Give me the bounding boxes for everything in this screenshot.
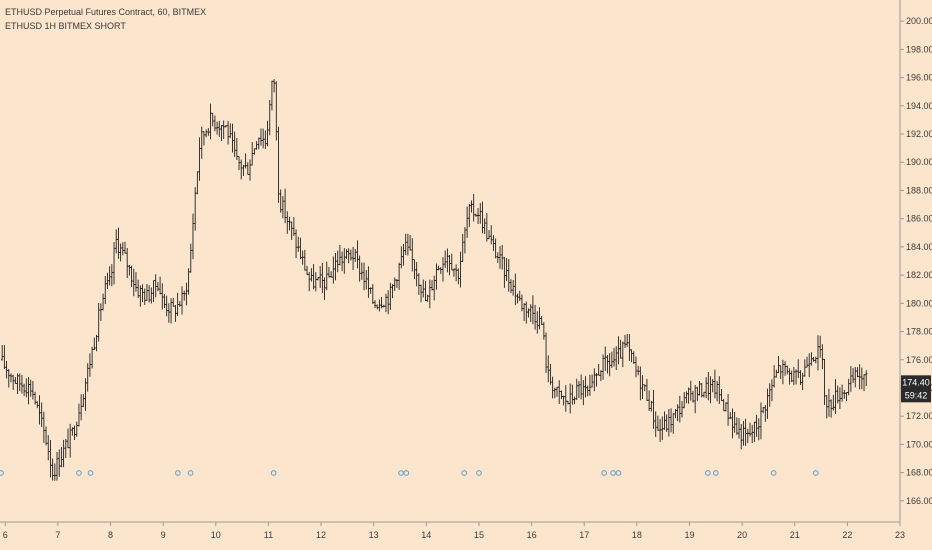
price-tick-label: 200.00 [906, 16, 932, 26]
price-tick-label: 192.00 [906, 129, 932, 139]
last-price-value: 174.40 [902, 377, 930, 387]
time-tick-label: 6 [3, 530, 8, 540]
time-tick-label: 10 [211, 530, 221, 540]
time-tick-label: 8 [108, 530, 113, 540]
short-signal-marker [175, 470, 181, 476]
price-tick-label: 180.00 [906, 298, 932, 308]
symbol-title[interactable]: ETHUSD Perpetual Futures Contract, 60, B… [5, 7, 207, 17]
short-signal-marker [812, 470, 819, 476]
short-signal-marker [712, 470, 719, 476]
price-tick-label: 188.00 [906, 185, 932, 195]
short-signal-marker [270, 470, 277, 476]
price-tick-label: 184.00 [906, 242, 932, 252]
time-tick-label: 13 [369, 530, 379, 540]
short-signal-marker [476, 470, 482, 476]
short-signal-marker [398, 470, 404, 476]
price-tick-label: 190.00 [906, 157, 932, 167]
short-signal-marker [461, 470, 468, 476]
short-signal-marker [187, 470, 194, 476]
candles-layer [0, 79, 868, 481]
price-tick-label: 172.00 [906, 411, 932, 421]
time-tick-label: 19 [684, 530, 694, 540]
time-tick-label: 22 [842, 530, 852, 540]
time-axis[interactable]: 6 7 8 9 10 11 12 13 14 15 16 17 18 19 20 21 22 23 [0, 521, 905, 540]
short-signal-marker [403, 470, 410, 476]
price-tick-label: 186.00 [906, 214, 932, 224]
bar-countdown: 59:42 [905, 390, 928, 400]
price-tick-label: 194.00 [906, 101, 932, 111]
time-tick-label: 20 [737, 530, 747, 540]
study-title[interactable]: ETHUSD 1H BITMEX SHORT [5, 21, 126, 31]
price-tick-label: 178.00 [906, 327, 932, 337]
time-tick-label: 17 [579, 530, 589, 540]
short-signal-marker [601, 470, 608, 476]
short-signal-marker [615, 470, 622, 476]
price-tick-label: 182.00 [906, 270, 932, 280]
time-tick-label: 21 [790, 530, 800, 540]
short-signal-marker [770, 470, 777, 476]
time-tick-label: 9 [161, 530, 166, 540]
short-signal-marker [0, 470, 4, 476]
time-tick-label: 18 [632, 530, 642, 540]
last-price-box [901, 375, 931, 403]
time-tick-label: 23 [895, 530, 905, 540]
time-tick-label: 14 [421, 530, 431, 540]
price-axis[interactable]: 166.00168.00170.00172.00174.00176.00178.… [899, 0, 932, 522]
short-signal-marker [705, 470, 711, 476]
price-tick-label: 166.00 [906, 496, 932, 506]
price-tick-label: 198.00 [906, 44, 932, 54]
price-tick-label: 168.00 [906, 468, 932, 478]
price-tick-label: 170.00 [906, 439, 932, 449]
short-signal-marker [610, 470, 617, 476]
time-tick-label: 12 [316, 530, 326, 540]
short-signal-marker [87, 470, 94, 476]
time-tick-label: 15 [474, 530, 484, 540]
time-tick-label: 7 [55, 530, 60, 540]
signal-markers-layer [0, 470, 819, 476]
last-price-label: 174.40 59:42 [901, 375, 931, 403]
time-tick-label: 11 [264, 530, 273, 540]
short-signal-marker [76, 470, 82, 476]
chart-legend: ETHUSD Perpetual Futures Contract, 60, B… [5, 5, 206, 33]
price-tick-label: 196.00 [906, 73, 932, 83]
price-tick-label: 176.00 [906, 355, 932, 365]
time-tick-label: 16 [527, 530, 537, 540]
